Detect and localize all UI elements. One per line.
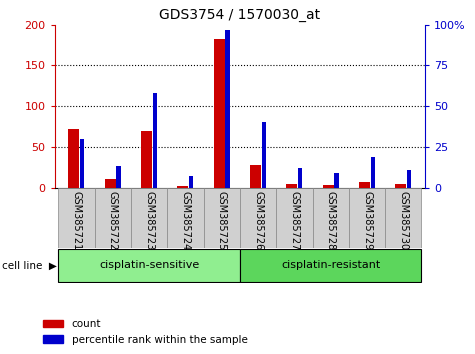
Text: GSM385722: GSM385722	[108, 190, 118, 250]
Bar	[298, 168, 303, 188]
Bar	[204, 188, 240, 248]
Bar	[276, 188, 313, 248]
Text: cisplatin-resistant: cisplatin-resistant	[281, 261, 380, 270]
Legend: count, percentile rank within the sample: count, percentile rank within the sample	[38, 315, 252, 349]
Bar	[58, 188, 95, 248]
Bar	[385, 188, 421, 248]
Bar	[167, 188, 204, 248]
Bar	[68, 129, 79, 188]
Bar	[105, 179, 115, 188]
Bar	[240, 249, 421, 282]
Bar	[250, 165, 261, 188]
Bar	[152, 93, 157, 188]
Bar	[214, 39, 225, 188]
Title: GDS3754 / 1570030_at: GDS3754 / 1570030_at	[159, 8, 321, 22]
Bar	[262, 122, 266, 188]
Text: GSM385730: GSM385730	[399, 190, 408, 250]
Text: GSM385721: GSM385721	[71, 190, 81, 250]
Text: GSM385727: GSM385727	[289, 190, 299, 250]
Bar	[395, 184, 406, 188]
Bar	[116, 166, 121, 188]
Bar	[177, 186, 188, 188]
Text: GSM385728: GSM385728	[326, 190, 336, 250]
Text: cisplatin-sensitive: cisplatin-sensitive	[99, 261, 199, 270]
Bar	[95, 188, 131, 248]
Bar	[370, 157, 375, 188]
Text: GSM385724: GSM385724	[180, 190, 190, 250]
Bar	[334, 173, 339, 188]
Bar	[313, 188, 349, 248]
Text: GSM385726: GSM385726	[253, 190, 263, 250]
Text: GSM385729: GSM385729	[362, 190, 372, 250]
Bar	[240, 188, 276, 248]
Bar	[349, 188, 385, 248]
Text: GSM385725: GSM385725	[217, 190, 227, 250]
Bar	[80, 139, 85, 188]
Bar	[189, 176, 193, 188]
Bar	[131, 188, 167, 248]
Bar	[359, 182, 370, 188]
Text: cell line  ▶: cell line ▶	[2, 261, 57, 270]
Bar	[407, 170, 411, 188]
Bar	[141, 131, 152, 188]
Bar	[58, 249, 240, 282]
Bar	[286, 183, 297, 188]
Bar	[323, 185, 333, 188]
Bar	[225, 30, 230, 188]
Text: GSM385723: GSM385723	[144, 190, 154, 250]
